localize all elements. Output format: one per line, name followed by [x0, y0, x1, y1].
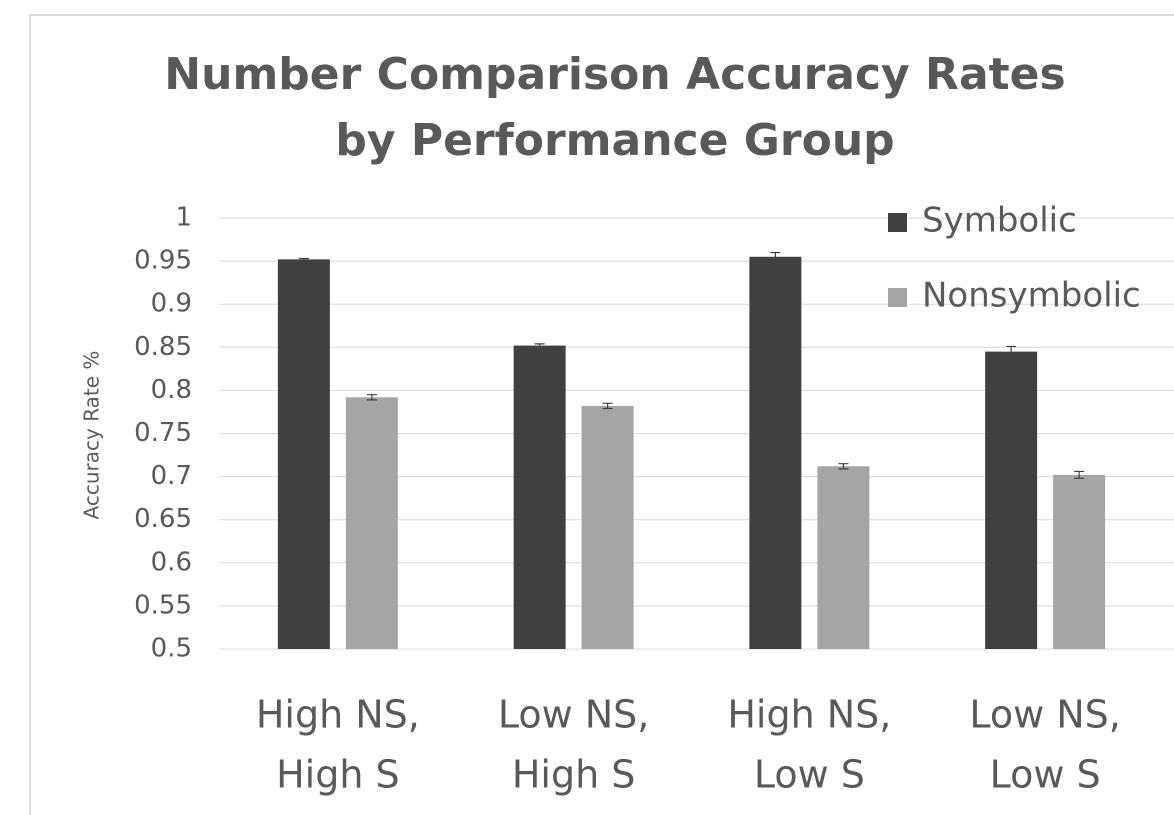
error-bar [770, 251, 781, 262]
error-bar [298, 257, 309, 261]
legend-label: Nonsymbolic [922, 276, 1141, 316]
y-tick-label: 0.65 [134, 504, 192, 534]
chart-title: by Performance Group [335, 115, 894, 166]
y-tick-label: 0.6 [151, 547, 192, 577]
bar [581, 405, 634, 649]
x-tick-label: High NS, [727, 693, 891, 737]
y-tick-label: 0.55 [134, 590, 192, 620]
error-bar [534, 343, 545, 348]
x-tick-label: Low S [754, 753, 865, 797]
error-bar [1074, 470, 1085, 479]
bar [985, 351, 1038, 649]
chart-title: Number Comparison Accuracy Rates [164, 49, 1065, 100]
bar [749, 256, 802, 649]
legend-label: Symbolic [922, 201, 1077, 241]
y-tick-label: 0.7 [151, 461, 192, 491]
x-tick-label: High S [276, 753, 400, 797]
y-tick-label: 0.75 [134, 418, 192, 448]
legend-swatch [888, 288, 907, 307]
y-tick-label: 0.95 [134, 246, 192, 276]
bar [345, 397, 398, 649]
legend-swatch [888, 213, 907, 232]
x-tick-label: Low S [990, 753, 1101, 797]
x-tick-label: Low NS, [969, 693, 1121, 737]
error-bar [1006, 345, 1017, 358]
error-bar [366, 394, 377, 401]
y-tick-label: 1 [175, 203, 192, 233]
y-axis-label: Accuracy Rate % [80, 351, 104, 520]
bar [1053, 474, 1106, 649]
error-bar [838, 463, 849, 470]
x-tick-label: Low NS, [498, 693, 650, 737]
y-tick-label: 0.5 [151, 634, 192, 664]
bar [513, 345, 566, 649]
bar [817, 466, 870, 649]
bar [277, 259, 330, 649]
chart-frame [29, 14, 1174, 815]
error-bar [602, 402, 613, 410]
x-tick-label: High NS, [256, 693, 420, 737]
y-tick-label: 0.9 [151, 289, 192, 319]
y-tick-label: 0.8 [151, 375, 192, 405]
y-tick-label: 0.85 [134, 332, 192, 362]
x-tick-label: High S [512, 753, 636, 797]
